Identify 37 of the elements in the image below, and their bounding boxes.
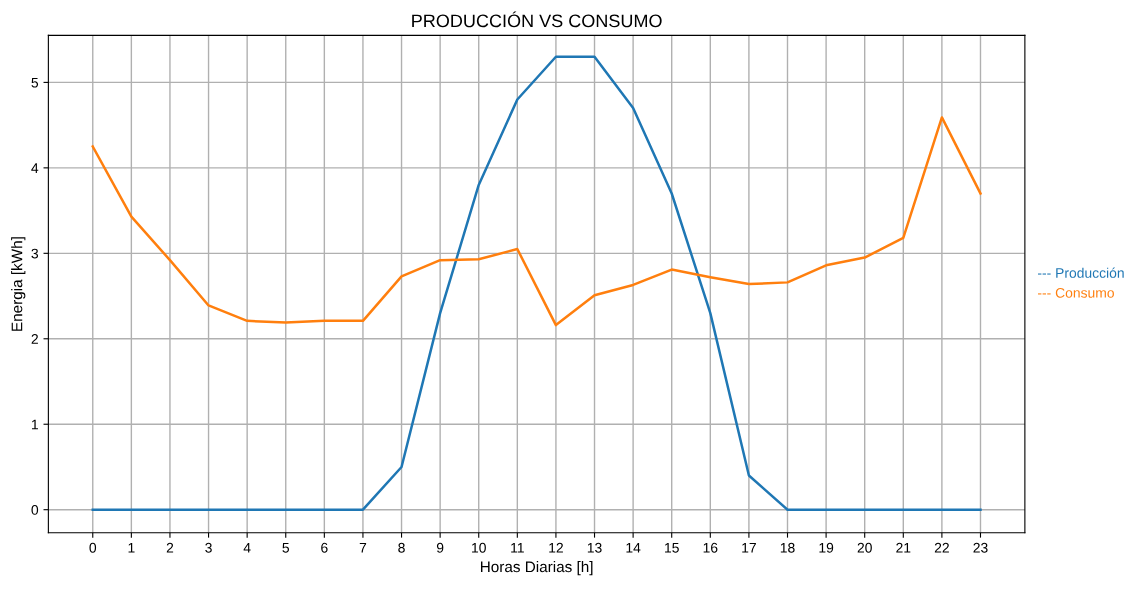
x-tick-label: 18 (780, 542, 795, 553)
x-tick-label: 0 (89, 542, 97, 553)
x-axis-title: Horas Diarias [h] (481, 560, 593, 576)
x-tick-label: 16 (703, 542, 718, 553)
x-tick-label: 17 (742, 543, 756, 553)
y-tick-label: 1 (31, 419, 38, 430)
y-tick-label: 2 (31, 334, 38, 344)
y-tick-label: 3 (31, 248, 39, 259)
x-tick-label: 3 (205, 542, 212, 553)
x-tick-label: 15 (665, 543, 679, 553)
x-tick-label: 20 (857, 542, 872, 553)
x-tick-label: 23 (973, 542, 988, 553)
x-tick-label: 8 (398, 542, 405, 553)
line-series (91, 55, 982, 511)
x-tick-label: 9 (436, 542, 444, 553)
x-tick-label: 13 (587, 542, 602, 553)
x-tick-label: 1 (128, 543, 135, 553)
y-tick-label: 0 (31, 505, 39, 515)
chart-title: PRODUCCIÓN VS CONSUMO (412, 11, 662, 28)
x-tick-label: 5 (282, 543, 290, 553)
line-series (91, 116, 982, 327)
x-tick-label: 7 (359, 543, 367, 553)
x-tick-label: 21 (896, 542, 911, 553)
x-tick-label: 10 (472, 542, 486, 553)
text: --- Consumo (1037, 287, 1114, 298)
x-tick-label: 19 (819, 542, 834, 553)
x-tick-label: 6 (321, 542, 328, 553)
text: --- Producción (1037, 267, 1124, 278)
x-tick-label: 11 (511, 543, 524, 553)
x-tick-label: 12 (549, 542, 563, 553)
y-tick-label: 5 (31, 77, 39, 88)
x-tick-label: 4 (243, 543, 251, 553)
y-axis-title: Energia [kWh] (11, 237, 26, 331)
x-tick-label: 22 (934, 542, 949, 553)
x-tick-label: 2 (166, 542, 174, 553)
x-tick-label: 14 (626, 543, 641, 553)
y-tick-label: 4 (31, 163, 39, 173)
